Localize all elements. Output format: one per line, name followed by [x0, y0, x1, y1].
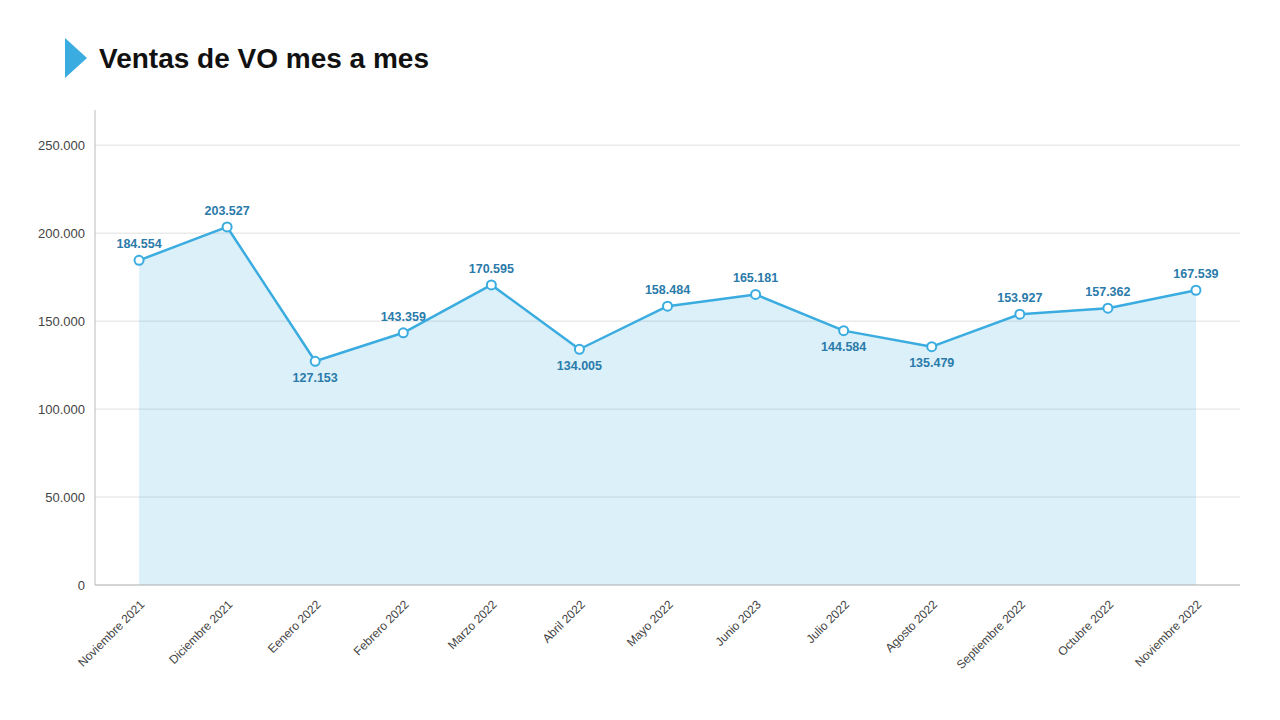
y-axis: 0 50.000 100.000 150.000 200.000 250.000 [38, 110, 1240, 593]
data-label: 157.362 [1085, 285, 1130, 299]
marker [1103, 304, 1112, 313]
title: Ventas de VO mes a mes [99, 43, 429, 74]
data-label: 143.359 [381, 310, 426, 324]
marker [223, 222, 232, 231]
x-axis-line [95, 585, 1240, 586]
data-label: 184.554 [116, 237, 161, 251]
data-label: 127.153 [293, 371, 338, 385]
data-label: 135.479 [909, 356, 954, 370]
x-tick-label: Noviembre 2021 [75, 597, 147, 669]
data-label: 167.539 [1173, 267, 1218, 281]
x-tick-label: Agosto 2022 [883, 597, 941, 655]
data-label: 170.595 [469, 262, 514, 276]
x-tick-label: Julio 2022 [803, 597, 852, 646]
marker [487, 280, 496, 289]
x-tick-label: Septiembre 2022 [954, 597, 1029, 672]
marker [751, 290, 760, 299]
plot-area [135, 222, 1201, 585]
y-tick-label: 250.000 [38, 138, 85, 153]
data-label: 134.005 [557, 359, 602, 373]
y-tick-label: 150.000 [38, 314, 85, 329]
area [139, 227, 1196, 585]
marker [663, 302, 672, 311]
y-tick-label: 200.000 [38, 226, 85, 241]
marker [927, 342, 936, 351]
x-tick-label: Octubre 2022 [1055, 597, 1117, 659]
grid-line [95, 585, 1240, 586]
data-label: 153.927 [997, 291, 1042, 305]
x-tick-label: Diciembre 2021 [166, 597, 236, 667]
y-tick-label: 100.000 [38, 402, 85, 417]
chart-container: Ventas de VO mes a mes 0 50.000 100.000 150.… [0, 0, 1280, 720]
data-labels: 184.554 203.527 127.153 143.359 170.595 134.0… [116, 204, 1218, 385]
marker [1015, 310, 1024, 319]
x-tick-label: Junio 2023 [712, 597, 764, 649]
marker [1191, 286, 1200, 295]
data-label: 165.181 [733, 271, 778, 285]
y-tick-label: 50.000 [45, 490, 85, 505]
data-label: 158.484 [645, 283, 690, 297]
y-tick-label: 0 [78, 578, 85, 593]
x-tick-label: Mayo 2022 [624, 597, 676, 649]
x-tick-label: Marzo 2022 [445, 597, 500, 652]
marker [839, 326, 848, 335]
grid-line [95, 233, 1240, 234]
x-tick-label: Febrero 2022 [351, 597, 412, 658]
marker [575, 345, 584, 354]
grid-line [95, 145, 1240, 146]
y-axis-line [95, 110, 96, 585]
line [139, 227, 1196, 361]
marker [311, 357, 320, 366]
x-axis: Noviembre 2021 Diciembre 2021 Eenero 2022 F… [75, 597, 1204, 672]
chart-svg: Ventas de VO mes a mes 0 50.000 100.000 150.… [0, 0, 1280, 720]
x-tick-label: Abril 2022 [540, 597, 588, 645]
x-tick-label: Eenero 2022 [265, 597, 324, 656]
data-label: 144.584 [821, 340, 866, 354]
marker [135, 256, 144, 265]
x-tick-label: Noviembre 2022 [1132, 597, 1204, 669]
marker [399, 328, 408, 337]
page: {"chart_data": { "type": "area", "title"… [0, 0, 1280, 720]
data-label: 203.527 [205, 204, 250, 218]
title-arrow [65, 38, 87, 78]
